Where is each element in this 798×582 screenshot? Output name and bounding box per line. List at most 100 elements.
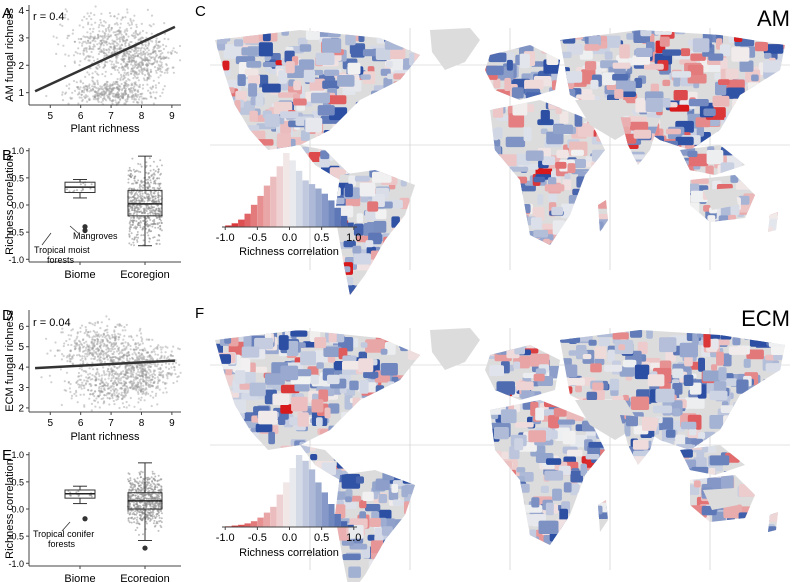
am-scatter-point: [144, 48, 147, 51]
ecm-box-ecoregion-point: [138, 480, 141, 483]
am-box-ecoregion-point: [135, 210, 138, 213]
am-map-region: [732, 98, 739, 112]
ecm-scatter-point: [114, 377, 117, 380]
ecm-scatter-point: [130, 375, 133, 378]
ecm-scatter-point: [94, 384, 97, 387]
ecm-scatter-point: [93, 355, 97, 359]
am-scatter-point: [99, 34, 102, 38]
am-box-ecoregion-point: [148, 240, 151, 243]
am-scatter-point: [163, 71, 166, 74]
am-scatter-point: [128, 43, 131, 47]
ecm-scatter-point: [170, 350, 173, 353]
am-scatter-point: [139, 31, 142, 34]
am-scatter-point: [98, 30, 101, 33]
am-scatter-point: [118, 32, 121, 35]
ecm-scatter-point: [82, 370, 85, 373]
ecm-box-biome-point: [75, 491, 78, 494]
am-scatter-point: [137, 89, 140, 92]
ecm-scatter-point: [101, 350, 104, 353]
ecm-scatter-point: [129, 372, 132, 375]
am-scatter-point: [148, 59, 152, 62]
ecm-scatter-point: [117, 352, 120, 355]
am-map-region: [552, 80, 560, 91]
ecm-box-ecoregion-point: [149, 483, 152, 486]
ecm-scatter-point: [82, 360, 85, 363]
am-map-region: [396, 278, 410, 284]
am-map-region: [407, 248, 415, 263]
am-scatter-point: [117, 87, 120, 90]
am-scatter-point: [123, 53, 126, 56]
am-scatter-point: [87, 41, 90, 44]
ecm-scatter-point: [130, 366, 133, 370]
ecm-box-y-tick-label: -1.0: [8, 559, 24, 569]
ecm-box-ecoregion-point: [138, 471, 141, 474]
am-scatter-point: [98, 42, 101, 45]
ecm-box-ecoregion-point: [153, 519, 156, 522]
am-scatter-point: [129, 57, 132, 60]
am-map-region: [708, 53, 724, 61]
am-scatter-point: [114, 82, 117, 85]
am-scatter-point: [81, 98, 84, 101]
ecm-scatter-point: [121, 329, 124, 332]
ecm-scatter-point: [120, 342, 123, 345]
am-scatter-point: [139, 49, 142, 52]
ecm-scatter-point: [74, 347, 77, 350]
ecm-scatter-point: [94, 333, 98, 336]
ecm-map-region: [402, 407, 420, 415]
am-map-region: [406, 84, 417, 96]
am-scatter-point: [89, 35, 92, 38]
am-scatter-point: [144, 63, 148, 66]
am-scatter-point: [93, 95, 96, 99]
ecm-scatter-point: [97, 349, 100, 352]
am-scatter-point: [152, 62, 155, 65]
am-box-ecoregion-point: [152, 168, 155, 171]
am-box-ecoregion-point: [130, 176, 133, 179]
am-map-region: [500, 197, 512, 213]
am-scatter-point: [105, 52, 108, 55]
am-scatter-point: [123, 69, 126, 72]
am-scatter-point: [113, 46, 116, 49]
am-map-region: [371, 90, 388, 98]
am-scatter-point: [111, 98, 114, 102]
am-scatter-point: [92, 95, 95, 98]
am-scatter-point: [116, 91, 119, 94]
am-scatter-point: [146, 58, 149, 61]
am-scatter-point: [136, 33, 139, 36]
am-scatter-point: [120, 58, 123, 61]
am-scatter-point: [128, 56, 131, 60]
am-scatter-point: [130, 86, 133, 89]
ecm-scatter-point: [131, 384, 134, 387]
am-map-region: [244, 68, 259, 76]
am-map-region: [560, 89, 576, 98]
am-scatter-point: [135, 25, 138, 29]
ecm-map-region: [368, 411, 385, 424]
ecm-scatter-point: [116, 389, 119, 392]
ecm-scatter-point: [134, 378, 137, 381]
ecm-scatter-point: [112, 356, 115, 359]
am-scatter-point: [97, 47, 100, 50]
ecm-scatter-point: [89, 346, 92, 349]
ecm-scatter-point: [114, 381, 117, 385]
am-map-region: [565, 71, 583, 83]
am-scatter-point: [159, 55, 162, 58]
ecm-scatter-point: [90, 341, 93, 344]
am-map-region: [331, 128, 341, 136]
ecm-scatter-point: [86, 380, 89, 383]
am-map-region: [223, 114, 233, 123]
am-scatter-point: [126, 100, 129, 103]
am-box-ecoregion-point: [148, 194, 151, 196]
am-scatter-point: [139, 93, 142, 96]
ecm-scatter-point: [115, 395, 118, 398]
am-scatter-point: [92, 48, 95, 51]
ecm-scatter-point: [111, 343, 114, 346]
ecm-scatter-point: [127, 343, 130, 346]
am-scatter-point: [164, 32, 167, 35]
am-box-ecoregion-point: [132, 212, 135, 215]
am-scatter-point: [169, 51, 172, 54]
am-box-ecoregion-point: [154, 170, 157, 173]
am-map-region: [524, 79, 544, 90]
am-scatter-point: [139, 37, 142, 40]
am-scatter-point: [153, 58, 156, 61]
am-scatter-point: [121, 66, 124, 69]
